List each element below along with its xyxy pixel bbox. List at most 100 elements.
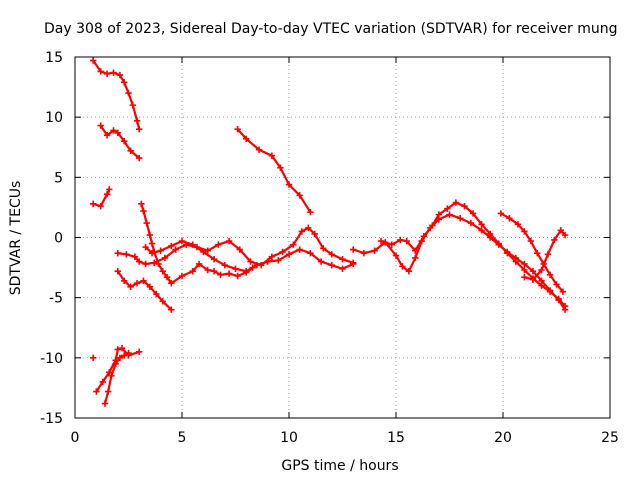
- data-point: [339, 265, 346, 272]
- data-point: [403, 237, 410, 245]
- chart-title: Day 308 of 2023, Sidereal Day-to-day VTE…: [44, 21, 618, 37]
- data-point: [140, 277, 147, 285]
- data-point: [305, 224, 312, 232]
- data-point: [457, 215, 464, 222]
- data-point: [121, 352, 128, 359]
- x-tick-label: 15: [387, 430, 405, 446]
- data-point: [243, 267, 250, 275]
- data-point: [388, 241, 395, 248]
- data-point: [521, 228, 528, 235]
- data-point: [114, 249, 121, 257]
- data-point: [225, 270, 233, 277]
- data-point: [249, 264, 256, 271]
- series-arc-6: [114, 224, 357, 269]
- data-point: [136, 348, 143, 356]
- series-arc-1: [89, 57, 143, 133]
- data-point: [140, 207, 147, 215]
- data-point: [97, 122, 104, 129]
- data-point: [157, 247, 164, 254]
- data-point: [178, 272, 186, 280]
- series-arc-5: [138, 200, 357, 287]
- data-point: [521, 266, 528, 274]
- data-point: [420, 233, 428, 240]
- axis-ticks: [74, 56, 611, 419]
- data-point: [435, 211, 442, 218]
- data-point: [123, 251, 130, 258]
- data-point: [521, 274, 528, 281]
- data-point: [129, 101, 136, 109]
- data-point: [557, 227, 564, 234]
- series-track: [92, 188, 111, 208]
- x-axis-label: GPS time / hours: [281, 458, 398, 474]
- series-track: [99, 124, 141, 160]
- data-point: [497, 210, 505, 217]
- data-point: [221, 261, 228, 269]
- data-point: [89, 200, 97, 208]
- data-point: [296, 192, 303, 199]
- data-point: [444, 205, 451, 212]
- x-tick-label: 5: [178, 430, 187, 446]
- data-point: [163, 274, 171, 281]
- data-point: [429, 222, 436, 229]
- data-point: [121, 277, 128, 285]
- data-point: [544, 251, 552, 258]
- data-point: [110, 127, 117, 134]
- data-point: [461, 203, 468, 210]
- data-point: [148, 240, 156, 247]
- data-point: [89, 354, 97, 362]
- data-point: [307, 209, 314, 216]
- data-point: [279, 248, 286, 256]
- data-point: [215, 241, 222, 248]
- data-point: [534, 249, 541, 257]
- data-point: [268, 253, 276, 260]
- data-point: [551, 236, 558, 244]
- data-point: [143, 219, 150, 227]
- data-point: [168, 242, 175, 250]
- data-point: [469, 210, 477, 217]
- data-point: [178, 237, 186, 245]
- data-point: [114, 129, 121, 137]
- data-point: [446, 211, 453, 218]
- data-point: [168, 306, 175, 313]
- data-point: [360, 249, 368, 257]
- data-point: [106, 186, 113, 193]
- data-point: [232, 265, 239, 272]
- data-point: [210, 255, 218, 263]
- series-arc-9: [93, 345, 143, 395]
- y-tick-label: 5: [54, 170, 63, 186]
- data-point: [133, 117, 141, 124]
- data-point: [142, 260, 149, 268]
- data-point: [112, 360, 119, 368]
- x-tick-label: 20: [494, 430, 512, 446]
- series-arc-14: [521, 227, 569, 283]
- series-arc-12: [377, 199, 569, 310]
- data-point: [116, 71, 124, 79]
- data-point: [210, 267, 218, 275]
- data-point: [127, 283, 134, 291]
- data-point: [168, 280, 175, 287]
- data-point: [467, 219, 475, 227]
- data-point: [161, 254, 169, 262]
- data-point: [136, 258, 143, 265]
- series-arc-4: [234, 126, 314, 216]
- data-point: [136, 154, 143, 162]
- data-point: [150, 259, 158, 266]
- grid-lines: [75, 57, 610, 418]
- data-point: [148, 249, 156, 257]
- data-point: [189, 241, 196, 248]
- data-point: [339, 255, 346, 263]
- data-point: [234, 272, 241, 280]
- data-point: [328, 261, 335, 269]
- data-point: [101, 400, 109, 407]
- data-point: [136, 126, 143, 133]
- data-point: [114, 346, 121, 353]
- data-point: [399, 263, 406, 270]
- data-point: [559, 288, 567, 295]
- data-point: [277, 164, 284, 171]
- data-point: [106, 369, 113, 376]
- data-point: [225, 237, 233, 245]
- y-axis-label: SDTVAR / TECUs: [8, 181, 24, 296]
- data-point: [114, 267, 121, 275]
- data-point: [320, 245, 327, 252]
- data-point: [89, 57, 97, 64]
